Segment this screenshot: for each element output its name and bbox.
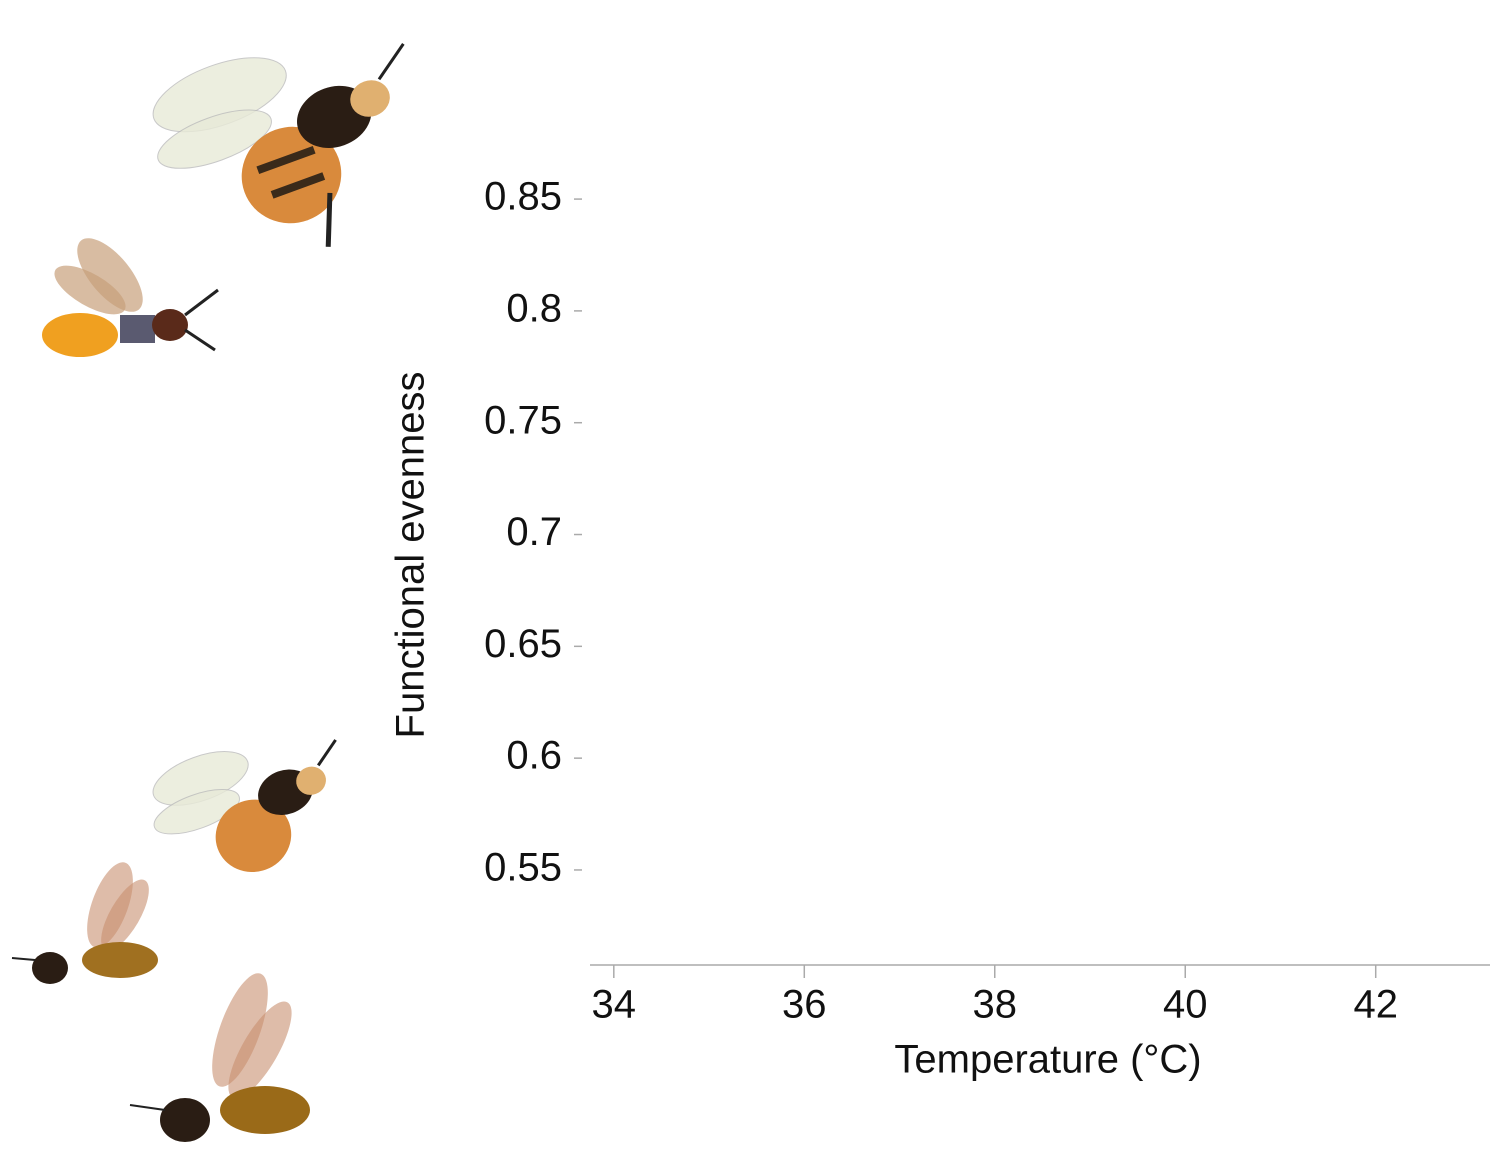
y-tick-label: 0.55 — [484, 846, 562, 890]
y-tick-label: 0.85 — [484, 175, 562, 219]
y-tick-label: 0.7 — [506, 510, 562, 554]
x-tick-label: 38 — [973, 983, 1018, 1027]
y-tick-label: 0.8 — [506, 286, 562, 330]
x-tick-label: 34 — [592, 983, 637, 1027]
y-axis-label: Functional evenness — [389, 372, 433, 739]
y-tick-label: 0.65 — [484, 622, 562, 666]
x-axis-label: Temperature (°C) — [894, 1038, 1201, 1082]
x-tick-label: 36 — [782, 983, 827, 1027]
y-tick-label: 0.6 — [506, 734, 562, 778]
chart: Functional evenness Temperature (°C) 34 3… — [0, 0, 1491, 1174]
x-tick-label: 40 — [1163, 983, 1208, 1027]
y-tick-label: 0.75 — [484, 398, 562, 442]
x-tick-label: 42 — [1353, 983, 1398, 1027]
